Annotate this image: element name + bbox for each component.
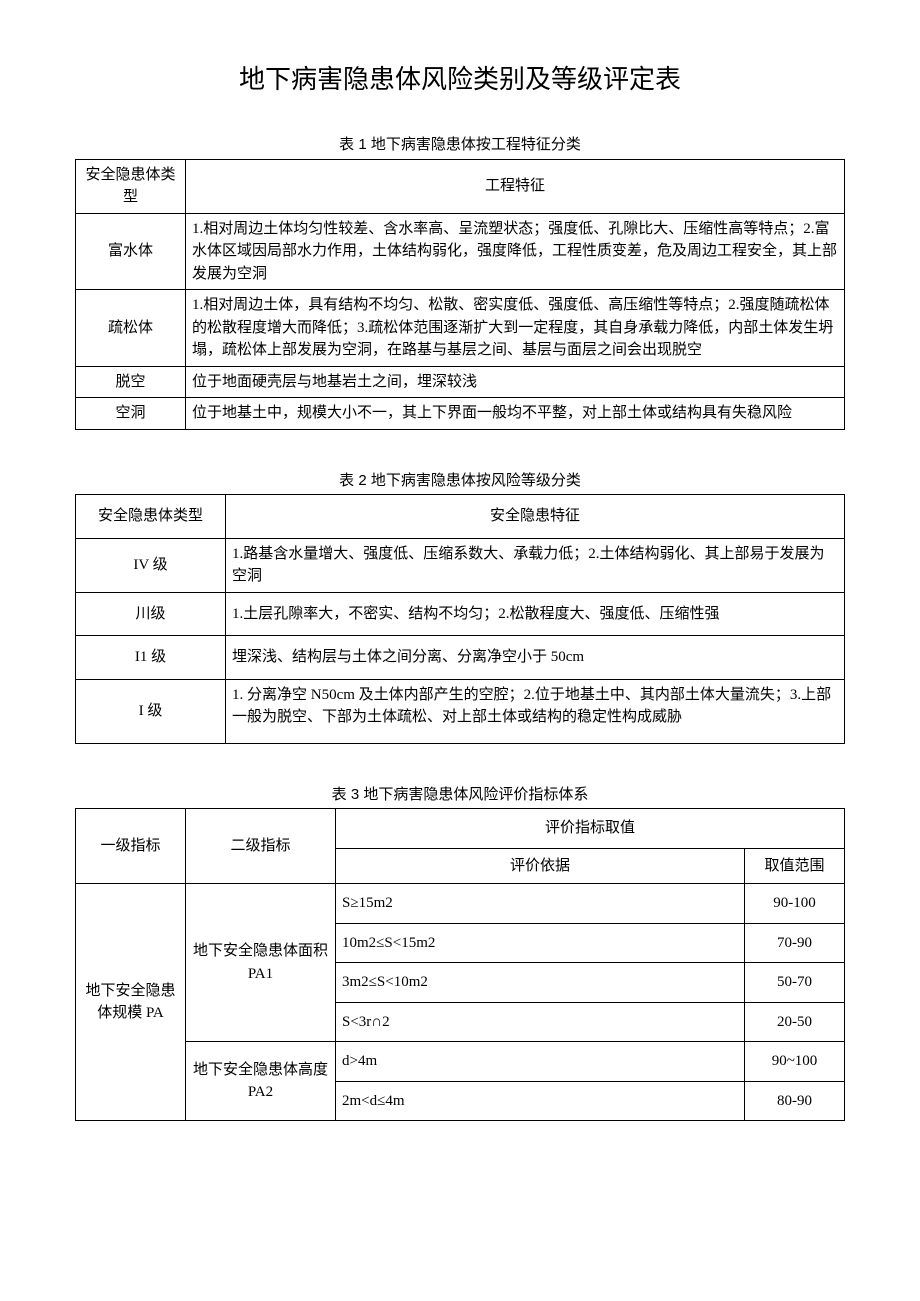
table-row: 一级指标 二级指标 评价指标取值 bbox=[76, 809, 845, 849]
table3-level1: 地下安全隐患体规模 PA bbox=[76, 884, 186, 1121]
table3-header-basis: 评价依据 bbox=[336, 848, 745, 884]
table2-header-type: 安全隐患体类型 bbox=[76, 495, 226, 539]
table2-cell-type: IV 级 bbox=[76, 538, 226, 592]
table3-caption: 表 3 地下病害隐患体风险评价指标体系 bbox=[75, 784, 845, 807]
table-row: 脱空 位于地面硬壳层与地基岩土之间，埋深较浅 bbox=[76, 366, 845, 398]
page-title: 地下病害隐患体风险类别及等级评定表 bbox=[75, 60, 845, 99]
table2-cell-desc: 1.土层孔隙率大，不密实、结构不均匀；2.松散程度大、强度低、压缩性强 bbox=[226, 592, 845, 636]
table-row: 富水体 1.相对周边土体均匀性较差、含水率高、呈流塑状态；强度低、孔隙比大、压缩… bbox=[76, 213, 845, 290]
table1-header-type: 安全隐患体类型 bbox=[76, 159, 186, 213]
table3-cell-range: 20-50 bbox=[745, 1002, 845, 1042]
table2-cell-desc: 1. 分离净空 N50cm 及土体内部产生的空腔；2.位于地基土中、其内部土体大… bbox=[226, 679, 845, 743]
table-row: 安全隐患体类型 安全隐患特征 bbox=[76, 495, 845, 539]
table-row: IV 级 1.路基含水量增大、强度低、压缩系数大、承载力低；2.土体结构弱化、其… bbox=[76, 538, 845, 592]
table3-cell-range: 80-90 bbox=[745, 1081, 845, 1121]
table3-cell-basis: 2m<d≤4m bbox=[336, 1081, 745, 1121]
table3-cell-basis: d>4m bbox=[336, 1042, 745, 1082]
table2-cell-type: I1 级 bbox=[76, 636, 226, 680]
table1-cell-desc: 1.相对周边土体，具有结构不均匀、松散、密实度低、强度低、高压缩性等特点；2.强… bbox=[186, 290, 845, 367]
table1-cell-type: 富水体 bbox=[76, 213, 186, 290]
table3-level2: 地下安全隐患体高度PA2 bbox=[186, 1042, 336, 1121]
table-row: 地下安全隐患体规模 PA 地下安全隐患体面积PA1 S≥15m2 90-100 bbox=[76, 884, 845, 924]
table2-cell-type: I 级 bbox=[76, 679, 226, 743]
table-row: I 级 1. 分离净空 N50cm 及土体内部产生的空腔；2.位于地基土中、其内… bbox=[76, 679, 845, 743]
table1-header-desc: 工程特征 bbox=[186, 159, 845, 213]
table3-header-range: 取值范围 bbox=[745, 848, 845, 884]
table-row: 川级 1.土层孔隙率大，不密实、结构不均匀；2.松散程度大、强度低、压缩性强 bbox=[76, 592, 845, 636]
table1-caption: 表 1 地下病害隐患体按工程特征分类 bbox=[75, 134, 845, 157]
table1-cell-type: 脱空 bbox=[76, 366, 186, 398]
table3-header-l1: 一级指标 bbox=[76, 809, 186, 884]
table3-cell-basis: S<3r∩2 bbox=[336, 1002, 745, 1042]
table3-cell-range: 90~100 bbox=[745, 1042, 845, 1082]
table3-cell-basis: S≥15m2 bbox=[336, 884, 745, 924]
table3-level2: 地下安全隐患体面积PA1 bbox=[186, 884, 336, 1042]
table2-cell-desc: 埋深浅、结构层与土体之间分离、分离净空小于 50cm bbox=[226, 636, 845, 680]
table1-cell-type: 疏松体 bbox=[76, 290, 186, 367]
table2-cell-desc: 1.路基含水量增大、强度低、压缩系数大、承载力低；2.土体结构弱化、其上部易于发… bbox=[226, 538, 845, 592]
table3-header-value: 评价指标取值 bbox=[336, 809, 845, 849]
table2-caption: 表 2 地下病害隐患体按风险等级分类 bbox=[75, 470, 845, 493]
table1-cell-desc: 1.相对周边土体均匀性较差、含水率高、呈流塑状态；强度低、孔隙比大、压缩性高等特… bbox=[186, 213, 845, 290]
table2-cell-type: 川级 bbox=[76, 592, 226, 636]
table1: 安全隐患体类型 工程特征 富水体 1.相对周边土体均匀性较差、含水率高、呈流塑状… bbox=[75, 159, 845, 430]
table3-cell-basis: 10m2≤S<15m2 bbox=[336, 923, 745, 963]
table1-cell-desc: 位于地面硬壳层与地基岩土之间，埋深较浅 bbox=[186, 366, 845, 398]
table3-cell-basis: 3m2≤S<10m2 bbox=[336, 963, 745, 1003]
table3-header-l2: 二级指标 bbox=[186, 809, 336, 884]
table-row: 地下安全隐患体高度PA2 d>4m 90~100 bbox=[76, 1042, 845, 1082]
table1-cell-desc: 位于地基土中，规模大小不一，其上下界面一般均不平整，对上部土体或结构具有失稳风险 bbox=[186, 398, 845, 430]
table3-cell-range: 70-90 bbox=[745, 923, 845, 963]
table1-cell-type: 空洞 bbox=[76, 398, 186, 430]
table-row: I1 级 埋深浅、结构层与土体之间分离、分离净空小于 50cm bbox=[76, 636, 845, 680]
table2: 安全隐患体类型 安全隐患特征 IV 级 1.路基含水量增大、强度低、压缩系数大、… bbox=[75, 494, 845, 744]
table3: 一级指标 二级指标 评价指标取值 评价依据 取值范围 地下安全隐患体规模 PA … bbox=[75, 808, 845, 1121]
table3-cell-range: 50-70 bbox=[745, 963, 845, 1003]
table-row: 疏松体 1.相对周边土体，具有结构不均匀、松散、密实度低、强度低、高压缩性等特点… bbox=[76, 290, 845, 367]
table-row: 空洞 位于地基土中，规模大小不一，其上下界面一般均不平整，对上部土体或结构具有失… bbox=[76, 398, 845, 430]
table2-header-desc: 安全隐患特征 bbox=[226, 495, 845, 539]
table-row: 安全隐患体类型 工程特征 bbox=[76, 159, 845, 213]
table3-cell-range: 90-100 bbox=[745, 884, 845, 924]
